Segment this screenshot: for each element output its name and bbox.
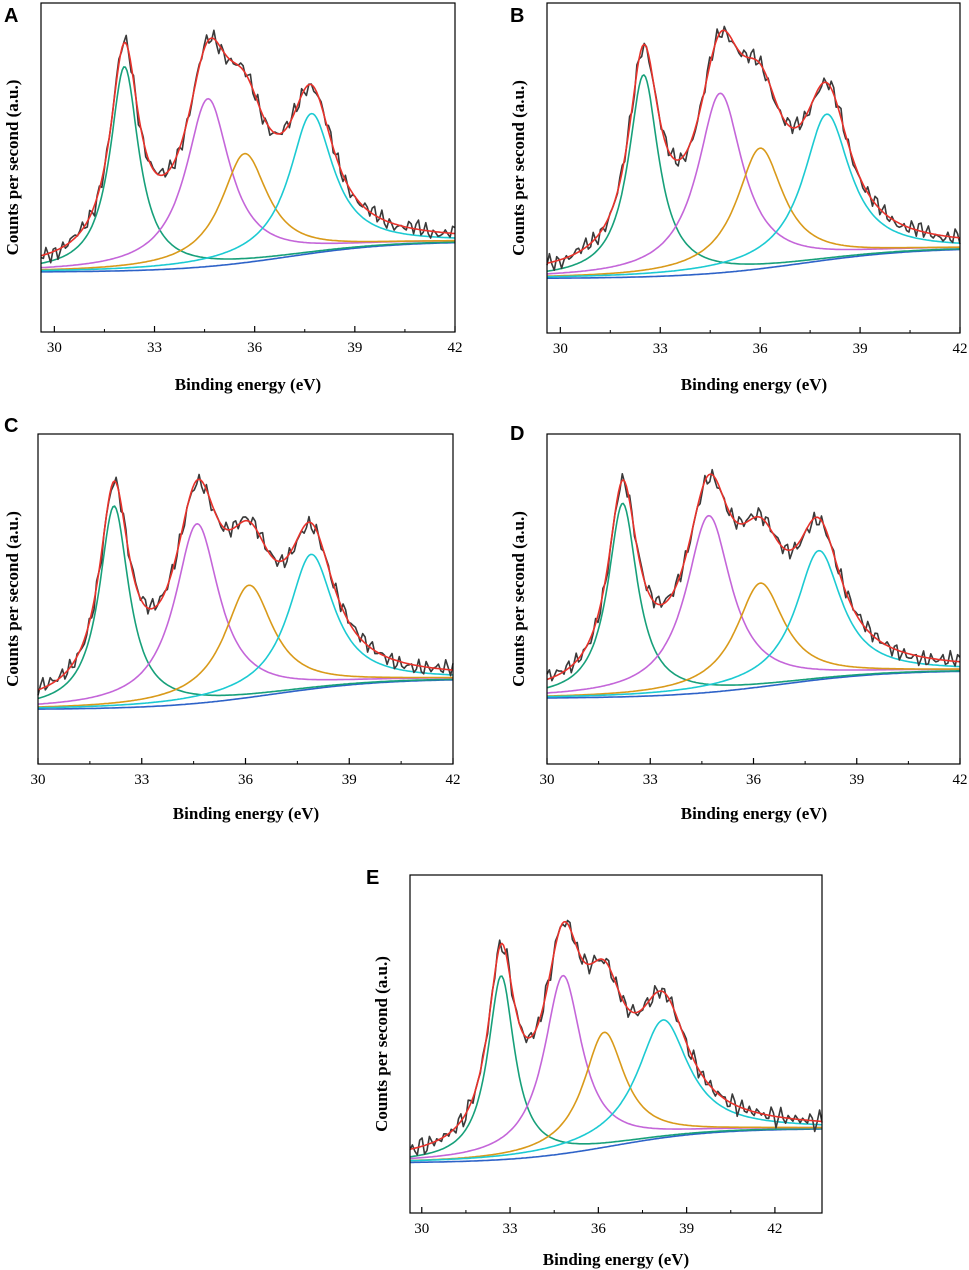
x-tick-label: 36 [591, 1221, 607, 1237]
x-tick-label: 42 [953, 772, 968, 788]
panel-a: A Counts per second (a.u.) Binding energy … [3, 2, 463, 394]
background-curve [547, 670, 961, 699]
envelope-fit-curve [40, 37, 456, 257]
peak3-curve [410, 1031, 822, 1162]
y-axis-title: Counts per second (a.u.) [509, 80, 528, 256]
panel-letter: B [510, 5, 524, 27]
x-tick-label: 36 [753, 341, 769, 357]
plot-frame [40, 2, 456, 333]
panel-b: B Counts per second (a.u.) Binding energy … [509, 2, 968, 394]
peak3-curve [547, 582, 960, 697]
x-tick-label: 39 [347, 340, 362, 356]
plot-frame [409, 874, 823, 1214]
x-axis-title: Binding energy (eV) [175, 375, 321, 394]
x-tick-label: 33 [653, 341, 668, 357]
x-tick-label: 36 [746, 772, 762, 788]
peak3-curve [37, 584, 453, 708]
x-tick-label: 30 [540, 772, 555, 788]
x-axis-title: Binding energy (eV) [543, 1250, 689, 1269]
peak4-curve [547, 549, 961, 698]
x-tick-label: 36 [238, 772, 254, 788]
x-tick-label: 33 [643, 772, 658, 788]
x-axis-title: Binding energy (eV) [681, 375, 827, 394]
panel-d: D Counts per second (a.u.) Binding energy … [509, 423, 968, 823]
x-tick-label: 42 [953, 341, 968, 357]
panel-letter: A [4, 5, 18, 27]
panel-letter: D [510, 423, 524, 445]
y-axis-title: Counts per second (a.u.) [372, 956, 391, 1132]
peak4-curve [547, 113, 961, 278]
x-tick-label: 42 [446, 772, 461, 788]
peak4-curve [40, 112, 456, 272]
y-axis-title: Counts per second (a.u.) [3, 80, 22, 256]
peak1-curve [546, 74, 961, 272]
peak1-curve [40, 66, 455, 265]
y-axis-title: Counts per second (a.u.) [3, 511, 22, 687]
y-axis-title: Counts per second (a.u.) [509, 511, 528, 687]
panel-letter: C [4, 415, 18, 437]
panel-letter: E [366, 867, 379, 889]
x-axis-title: Binding energy (eV) [173, 804, 319, 823]
x-tick-label: 30 [31, 772, 46, 788]
background-curve [38, 679, 454, 710]
peak4-curve [38, 553, 454, 709]
x-tick-label: 30 [414, 1221, 429, 1237]
panel-c: C Counts per second (a.u.) Binding energy … [3, 415, 461, 823]
x-tick-label: 33 [147, 340, 162, 356]
x-tick-label: 39 [342, 772, 357, 788]
plot-frame [546, 2, 961, 334]
peak2-curve [409, 974, 822, 1160]
plot-frame [546, 433, 961, 765]
peak3-curve [547, 147, 960, 277]
x-tick-label: 36 [247, 340, 263, 356]
envelope-fit-curve [546, 473, 961, 681]
envelope-fit-curve [37, 478, 454, 691]
peak1-curve [409, 975, 822, 1158]
x-tick-label: 33 [503, 1221, 518, 1237]
x-tick-label: 42 [448, 340, 463, 356]
x-tick-label: 39 [853, 341, 868, 357]
x-tick-label: 42 [767, 1221, 782, 1237]
peak1-curve [546, 502, 960, 689]
panel-e: E Counts per second (a.u.) Binding energy … [366, 867, 823, 1269]
peak2-curve [546, 514, 960, 694]
x-tick-label: 39 [849, 772, 864, 788]
peak1-curve [37, 505, 453, 700]
x-tick-label: 39 [679, 1221, 694, 1237]
raw-data-line [40, 29, 456, 264]
peak2-curve [546, 92, 960, 275]
x-tick-label: 30 [47, 340, 62, 356]
peak2-curve [37, 523, 453, 705]
x-tick-label: 30 [553, 341, 568, 357]
x-tick-label: 33 [134, 772, 149, 788]
background-curve [547, 248, 961, 279]
peak4-curve [409, 1019, 822, 1162]
plot-frame [37, 433, 454, 765]
background-curve [41, 241, 455, 273]
peak3-curve [41, 152, 455, 271]
envelope-fit-curve [409, 920, 823, 1151]
envelope-fit-curve [546, 29, 961, 265]
x-axis-title: Binding energy (eV) [681, 804, 827, 823]
